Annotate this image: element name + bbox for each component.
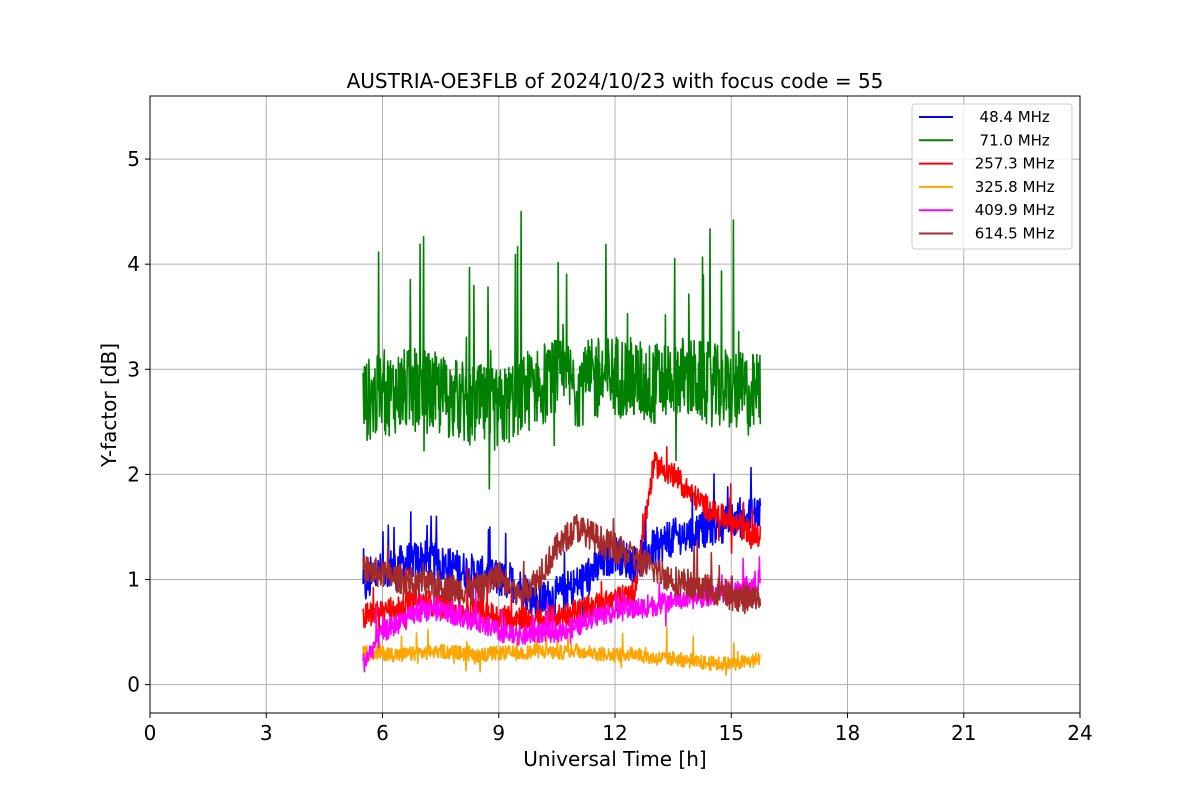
- legend-label: 409.9 MHz: [970, 201, 1055, 219]
- series-line: [362, 513, 762, 615]
- x-tick-label: 12: [602, 721, 627, 745]
- legend: 48.4 MHz 71.0 MHz 257.3 MHz 325.8 MHz 40…: [911, 103, 1073, 250]
- chart-title: AUSTRIA-OE3FLB of 2024/10/23 with focus …: [347, 69, 884, 93]
- x-tick-label: 9: [492, 721, 505, 745]
- legend-label: 614.5 MHz: [970, 225, 1055, 243]
- y-tick-label: 4: [127, 252, 140, 276]
- series-line: [362, 210, 762, 490]
- x-tick-label: 15: [719, 721, 744, 745]
- y-tick-label: 3: [127, 357, 140, 381]
- series-line: [362, 627, 762, 677]
- legend-label: 48.4 MHz: [970, 108, 1050, 126]
- x-tick-label: 18: [835, 721, 860, 745]
- x-tick-label: 3: [260, 721, 273, 745]
- y-tick-label: 2: [127, 462, 140, 486]
- legend-label: 257.3 MHz: [970, 155, 1055, 173]
- legend-label: 325.8 MHz: [970, 178, 1055, 196]
- x-axis-label: Universal Time [h]: [523, 747, 706, 771]
- x-tick-label: 0: [144, 721, 157, 745]
- x-tick-label: 21: [951, 721, 976, 745]
- series-line: [362, 445, 762, 640]
- y-tick-label: 0: [127, 673, 140, 697]
- x-tick-label: 6: [376, 721, 389, 745]
- y-axis-label: Y-factor [dB]: [97, 343, 121, 468]
- legend-label: 71.0 MHz: [970, 131, 1050, 149]
- series-layer: [362, 210, 762, 677]
- y-tick-label: 5: [127, 147, 140, 171]
- y-tick-label: 1: [127, 568, 140, 592]
- x-tick-label: 24: [1067, 721, 1092, 745]
